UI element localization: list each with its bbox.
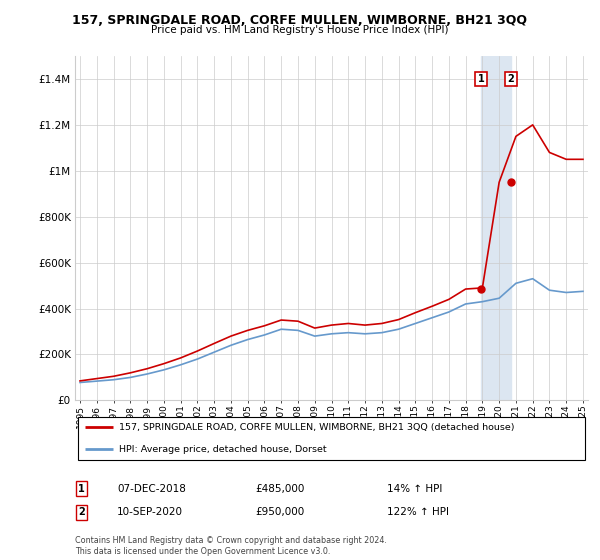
Text: £950,000: £950,000 bbox=[255, 507, 304, 517]
Bar bbox=[481, 56, 511, 400]
Text: £485,000: £485,000 bbox=[255, 484, 304, 494]
Text: 14% ↑ HPI: 14% ↑ HPI bbox=[387, 484, 442, 494]
Text: 2: 2 bbox=[78, 507, 85, 517]
Text: Price paid vs. HM Land Registry's House Price Index (HPI): Price paid vs. HM Land Registry's House … bbox=[151, 25, 449, 35]
Text: 122% ↑ HPI: 122% ↑ HPI bbox=[387, 507, 449, 517]
Text: 157, SPRINGDALE ROAD, CORFE MULLEN, WIMBORNE, BH21 3QQ: 157, SPRINGDALE ROAD, CORFE MULLEN, WIMB… bbox=[73, 14, 527, 27]
Text: 157, SPRINGDALE ROAD, CORFE MULLEN, WIMBORNE, BH21 3QQ (detached house): 157, SPRINGDALE ROAD, CORFE MULLEN, WIMB… bbox=[119, 423, 514, 432]
Text: 1: 1 bbox=[478, 74, 484, 84]
Text: Contains HM Land Registry data © Crown copyright and database right 2024.
This d: Contains HM Land Registry data © Crown c… bbox=[75, 536, 387, 556]
Text: 1: 1 bbox=[78, 484, 85, 494]
Text: 07-DEC-2018: 07-DEC-2018 bbox=[117, 484, 186, 494]
Text: HPI: Average price, detached house, Dorset: HPI: Average price, detached house, Dors… bbox=[119, 445, 326, 454]
Text: 10-SEP-2020: 10-SEP-2020 bbox=[117, 507, 183, 517]
Text: 2: 2 bbox=[508, 74, 514, 84]
